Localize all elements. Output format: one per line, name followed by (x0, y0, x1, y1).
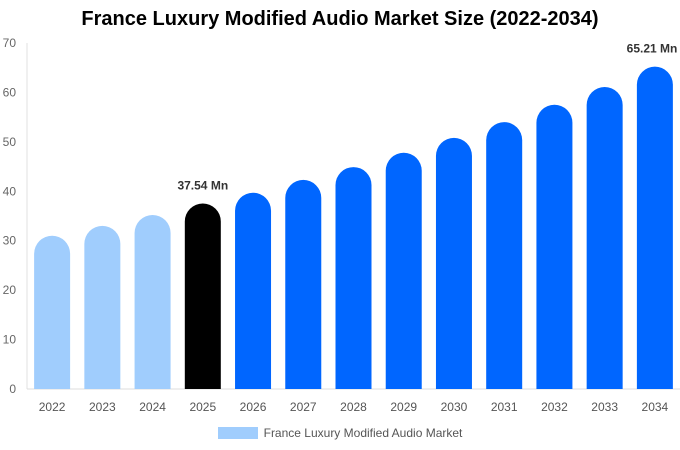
y-tick-label: 70 (3, 36, 17, 50)
data-label: 37.54 Mn (177, 178, 228, 192)
x-tick-label: 2029 (390, 400, 417, 414)
bar-2028 (335, 167, 372, 389)
x-tick-label: 2022 (39, 400, 66, 414)
legend: France Luxury Modified Audio Market (0, 426, 680, 440)
x-tick-label: 2027 (290, 400, 317, 414)
x-tick-label: 2028 (340, 400, 367, 414)
bar-2033 (586, 86, 623, 389)
chart-title: France Luxury Modified Audio Market Size… (81, 8, 599, 30)
bar-2031 (486, 122, 523, 390)
y-tick-label: 60 (3, 85, 17, 99)
bar-2027 (285, 179, 322, 389)
bar-2023 (84, 225, 121, 389)
x-tick-label: 2032 (541, 400, 568, 414)
x-tick-label: 2031 (491, 400, 518, 414)
x-tick-label: 2024 (139, 400, 166, 414)
y-tick-label: 30 (3, 234, 17, 248)
bar-2034 (636, 66, 673, 390)
legend-label: France Luxury Modified Audio Market (263, 426, 463, 440)
y-tick-label: 50 (3, 135, 17, 149)
x-tick-label: 2034 (642, 400, 669, 414)
bar-2022 (34, 235, 71, 389)
y-tick-label: 20 (3, 283, 17, 297)
bar-2029 (385, 152, 422, 389)
bar-2030 (435, 137, 472, 389)
legend-swatch (217, 427, 258, 439)
y-tick-label: 10 (3, 333, 17, 347)
x-tick-label: 2033 (591, 400, 618, 414)
bar-2025 (184, 203, 221, 389)
bar-2024 (134, 215, 171, 389)
x-tick-label: 2023 (89, 400, 116, 414)
x-tick-label: 2030 (441, 400, 468, 414)
y-tick-label: 40 (3, 184, 17, 198)
x-tick-label: 2026 (240, 400, 267, 414)
bar-2032 (536, 104, 573, 390)
y-tick-label: 0 (9, 382, 16, 396)
data-label: 65.21 Mn (627, 42, 678, 56)
x-tick-label: 2025 (189, 400, 216, 414)
bar-2026 (235, 192, 272, 389)
